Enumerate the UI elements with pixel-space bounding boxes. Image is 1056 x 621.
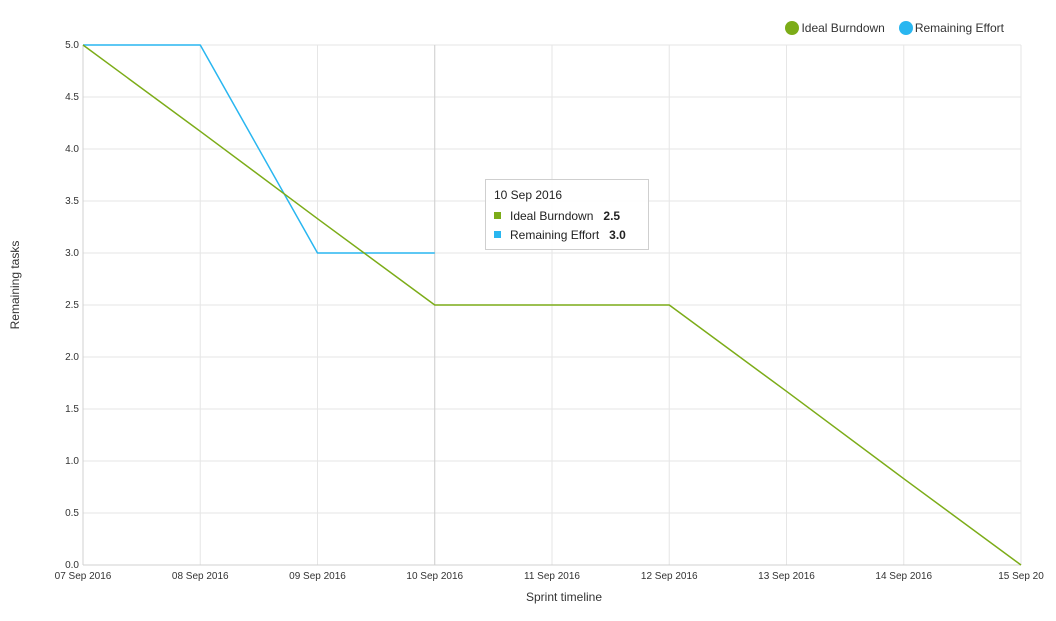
x-tick-label: 12 Sep 2016	[641, 571, 698, 582]
x-tick-label: 07 Sep 2016	[55, 571, 112, 582]
y-tick-label: 1.0	[65, 456, 79, 467]
y-tick-label: 4.0	[65, 144, 79, 155]
y-tick-label: 3.5	[65, 196, 79, 207]
x-axis-title: Sprint timeline	[526, 590, 602, 604]
tooltip-row-ideal: Ideal Burndown 2.5	[494, 206, 640, 225]
y-tick-label: 4.5	[65, 92, 79, 103]
y-tick-label: 2.0	[65, 352, 79, 363]
legend-swatch-remaining-icon	[898, 21, 913, 35]
y-axis-title: Remaining tasks	[8, 241, 22, 330]
x-tick-label: 09 Sep 2016	[289, 571, 346, 582]
y-tick-label: 0.5	[65, 508, 79, 519]
x-tick-label: 13 Sep 2016	[758, 571, 815, 582]
square-icon	[494, 231, 501, 238]
legend-label: Remaining Effort	[914, 21, 1004, 35]
tooltip-row-value: 2.5	[603, 208, 621, 223]
y-tick-label: 2.5	[65, 300, 79, 311]
y-tick-label: 0.0	[65, 560, 79, 571]
tooltip-row-label: Ideal Burndown	[510, 208, 594, 223]
x-tick-label: 08 Sep 2016	[172, 571, 229, 582]
legend-swatch-ideal-icon	[785, 21, 800, 35]
tooltip-title: 10 Sep 2016	[494, 188, 563, 202]
legend-item-ideal-burndown[interactable]: Ideal Burndown	[785, 21, 885, 35]
x-tick-label: 14 Sep 2016	[875, 571, 932, 582]
legend-item-remaining-effort[interactable]: Remaining Effort	[898, 21, 1004, 35]
series-line-ideal-burndown[interactable]	[82, 44, 1022, 566]
x-tick-label: 15 Sep 20	[998, 571, 1044, 582]
chart-legend: Ideal Burndown Remaining Effort	[785, 21, 1004, 35]
y-tick-label: 1.5	[65, 404, 79, 415]
y-tick-label: 5.0	[65, 40, 79, 51]
tooltip-row-remaining: Remaining Effort 3.0	[494, 225, 640, 244]
x-tick-label: 11 Sep 2016	[524, 571, 580, 582]
square-icon	[494, 212, 501, 219]
tooltip-row-value: 3.0	[609, 227, 626, 242]
legend-label: Ideal Burndown	[801, 21, 885, 35]
tooltip-row-label: Remaining Effort	[510, 227, 600, 242]
series-line-remaining-effort[interactable]	[83, 44, 435, 254]
y-tick-label: 3.0	[65, 248, 79, 259]
chart-tooltip: 10 Sep 2016 Ideal Burndown 2.5 Remaining…	[485, 179, 649, 250]
x-tick-label: 10 Sep 2016	[406, 571, 463, 582]
